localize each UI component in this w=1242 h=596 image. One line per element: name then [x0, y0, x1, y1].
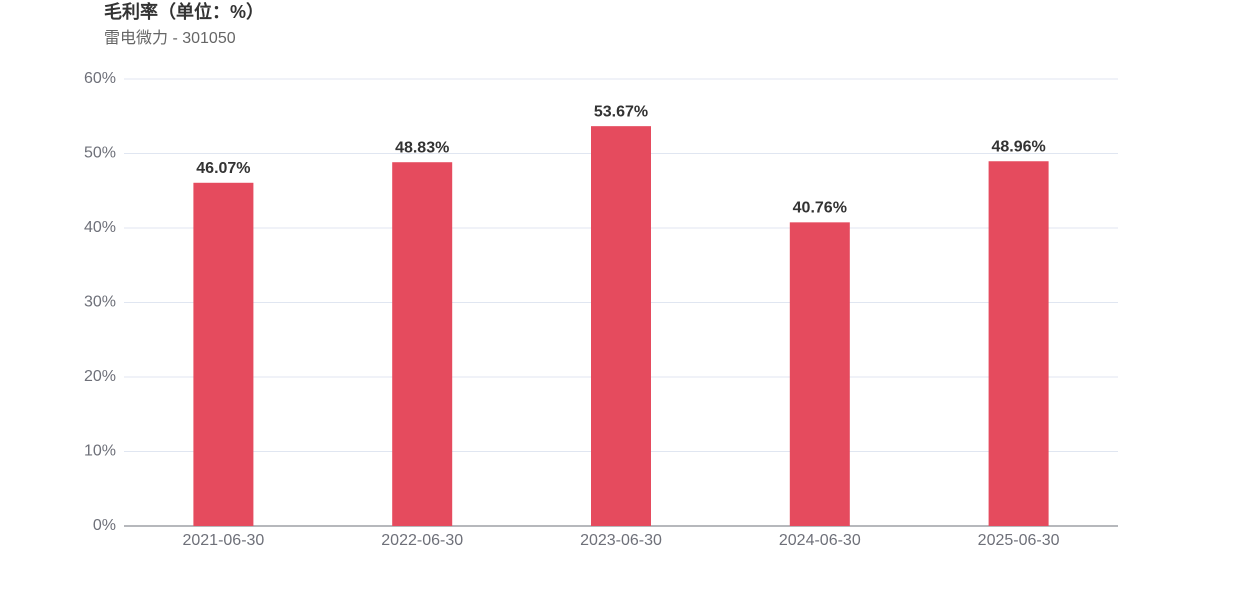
value-label: 40.76%: [793, 200, 847, 217]
value-label: 48.96%: [991, 138, 1045, 155]
y-tick-label: 50%: [84, 145, 116, 162]
x-tick-label: 2021-06-30: [182, 532, 264, 549]
bar: [988, 161, 1049, 527]
x-tick-label: 2023-06-30: [580, 532, 662, 549]
bar: [392, 162, 453, 527]
y-tick-label: 60%: [84, 70, 116, 87]
chart-title: 毛利率（单位：%）: [104, 1, 264, 22]
value-label: 48.83%: [395, 139, 449, 156]
value-label: 46.07%: [196, 160, 250, 177]
y-tick-label: 0%: [93, 517, 116, 534]
chart-subtitle: 雷电微力 - 301050: [104, 29, 236, 47]
bar: [193, 182, 254, 526]
x-tick-label: 2022-06-30: [381, 532, 463, 549]
y-tick-label: 30%: [84, 294, 116, 311]
x-tick-label: 2025-06-30: [978, 532, 1060, 549]
bar: [789, 222, 850, 526]
x-tick-label: 2024-06-30: [779, 532, 861, 549]
y-tick-label: 40%: [84, 219, 116, 236]
y-tick-label: 20%: [84, 368, 116, 385]
value-label: 53.67%: [594, 103, 648, 120]
bar: [591, 126, 651, 526]
y-tick-label: 10%: [84, 443, 116, 460]
